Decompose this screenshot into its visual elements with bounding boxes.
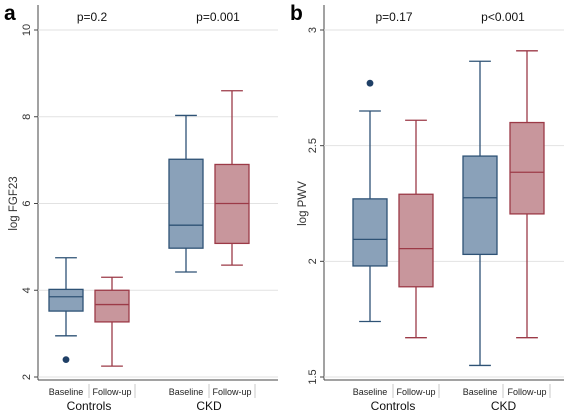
group-label: CKD: [491, 399, 517, 413]
box-ckd-baseline: [462, 60, 498, 367]
p-value-label: p<0.001: [481, 10, 525, 24]
iqr-box: [94, 289, 130, 323]
panel-b: b 1.5 2 2.5 3 log PWV Baseline Follow-up Baselin…: [290, 2, 564, 413]
y-tick-label: 4: [21, 287, 33, 293]
box-controls-baseline: [352, 79, 388, 323]
group-label: Controls: [67, 399, 112, 413]
y-tick-label: 2.5: [307, 138, 319, 153]
box-controls-follow-up: [398, 119, 434, 339]
iqr-box: [48, 288, 84, 312]
panel-letter: b: [290, 2, 303, 25]
y-axis-title: log PWV: [297, 181, 309, 226]
outlier-point: [62, 356, 70, 364]
x-tick-label: Follow-up: [92, 387, 131, 397]
y-tick-label: 2: [307, 258, 319, 264]
y-tick-label: 10: [21, 24, 33, 36]
iqr-box: [462, 155, 498, 256]
box-ckd-follow-up: [214, 90, 250, 266]
iqr-box: [352, 198, 388, 267]
box-ckd-baseline: [168, 114, 204, 273]
y-tick-label: 2: [21, 374, 33, 380]
group-label: CKD: [196, 399, 222, 413]
panel-letter: a: [4, 2, 16, 25]
x-tick-label: Baseline: [169, 387, 204, 397]
outlier-point: [366, 79, 374, 87]
y-tick-label: 1.5: [307, 369, 319, 384]
x-tick-label: Baseline: [463, 387, 498, 397]
y-tick-label: 3: [307, 27, 319, 33]
p-value-label: p=0.2: [77, 10, 108, 24]
y-axis-title: log FGF23: [8, 176, 20, 230]
iqr-box: [398, 193, 434, 288]
iqr-box: [168, 158, 204, 249]
p-value-label: p=0.001: [196, 10, 240, 24]
x-tick-label: Baseline: [353, 387, 388, 397]
box-controls-baseline: [48, 257, 84, 364]
x-tick-label: Follow-up: [507, 387, 546, 397]
panel-a: a 2 4 6 8 10 log FGF23 Baseline Follow-up Baselin…: [4, 2, 278, 413]
y-tick-label: 8: [21, 114, 33, 120]
group-label: Controls: [371, 399, 416, 413]
x-tick-label: Baseline: [49, 387, 84, 397]
x-tick-label: Follow-up: [212, 387, 251, 397]
iqr-box: [509, 121, 545, 215]
y-tick-label: 6: [21, 200, 33, 206]
box-controls-follow-up: [94, 276, 130, 367]
box-ckd-follow-up: [509, 50, 545, 339]
x-tick-label: Follow-up: [396, 387, 435, 397]
p-value-label: p=0.17: [375, 10, 412, 24]
